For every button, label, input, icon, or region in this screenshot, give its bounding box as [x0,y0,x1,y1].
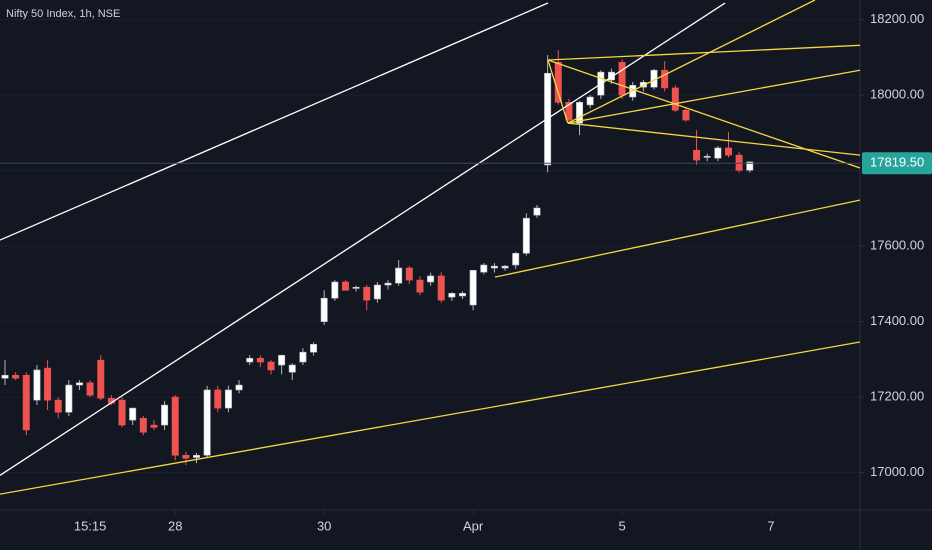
candle-body [725,147,732,156]
trend-line [567,122,860,156]
candle-body [278,354,286,366]
candle-body [693,149,701,161]
candle-body [459,293,466,297]
candle-body [586,96,594,106]
candle-body [129,407,137,421]
candle-body [54,399,62,413]
candle-body [682,109,690,121]
plot-area [0,0,860,495]
candle-body [554,61,562,103]
candle-body [735,154,743,171]
y-tick-label: 17000.00 [870,464,924,479]
candle-body [118,399,126,426]
candle-body [256,357,264,363]
candle-body [203,389,211,456]
candle-body [331,281,339,299]
candle-body [1,374,9,379]
candle-body [139,417,147,433]
trend-line [0,2,726,476]
last-price-box [862,152,932,175]
candle-body [214,389,222,409]
candle-body [320,297,328,322]
candle-body [373,284,381,300]
candle-body [448,293,456,298]
candle-body [405,267,413,281]
candle-body [12,374,20,379]
y-tick-label: 17400.00 [870,313,924,328]
candle-body [182,454,190,459]
candle-body [490,265,498,269]
candle-body [384,282,392,286]
candle-body [267,361,275,371]
candle-body [352,286,360,289]
candle-body [299,351,307,363]
candle-body [310,343,318,353]
candle-body [416,279,424,293]
candle-body [235,384,243,391]
candle-body [703,155,711,158]
candle-body [161,404,169,426]
candle-body [565,102,573,121]
trend-line [494,199,860,278]
x-tick-label: 28 [168,518,182,533]
candle-body [746,161,754,171]
trend-line [547,44,860,61]
candle-body [671,87,679,111]
y-tick-label: 17200.00 [870,389,924,404]
candle-body [714,147,722,159]
x-tick-label: Apr [463,518,484,533]
x-tick-label: 5 [618,518,625,533]
last-price-label: 17819.50 [870,155,924,170]
candle-body [44,367,52,401]
candle-body [469,269,477,306]
candle-body [618,61,626,96]
trend-line [0,2,549,241]
x-tick-label: 7 [767,518,774,533]
trend-line [0,341,860,495]
candle-body [65,384,73,413]
candle-body [33,369,41,401]
candle-body [533,207,541,216]
candle-body [607,71,615,81]
candle-body [86,382,94,396]
candle-body [661,69,669,89]
y-tick-label: 18200.00 [870,11,924,26]
candle-body [480,264,488,273]
x-tick-label: 30 [317,518,331,533]
candle-body [246,357,254,363]
y-tick-label: 17600.00 [870,238,924,253]
candle-body [193,454,201,458]
candle-body [522,217,530,254]
candle-body [341,281,349,291]
candle-body [22,374,30,431]
candle-body [501,265,509,269]
chart-title: Nifty 50 Index, 1h, NSE [6,8,120,20]
candle-body [395,267,403,284]
candle-body [363,286,371,301]
candle-body [576,102,584,124]
candle-body [171,396,179,456]
candle-body [97,359,105,399]
trend-line [567,0,816,124]
trend-line [547,59,569,124]
candle-body [150,424,158,428]
x-tick-label: 15:15 [74,518,107,533]
candle-body [427,275,435,283]
candle-body [224,389,232,409]
y-tick-label: 18000.00 [870,87,924,102]
candle-body [288,364,296,373]
trend-line [567,69,860,124]
candle-body [75,382,83,386]
candle-body [512,253,520,266]
candle-body [437,275,445,301]
